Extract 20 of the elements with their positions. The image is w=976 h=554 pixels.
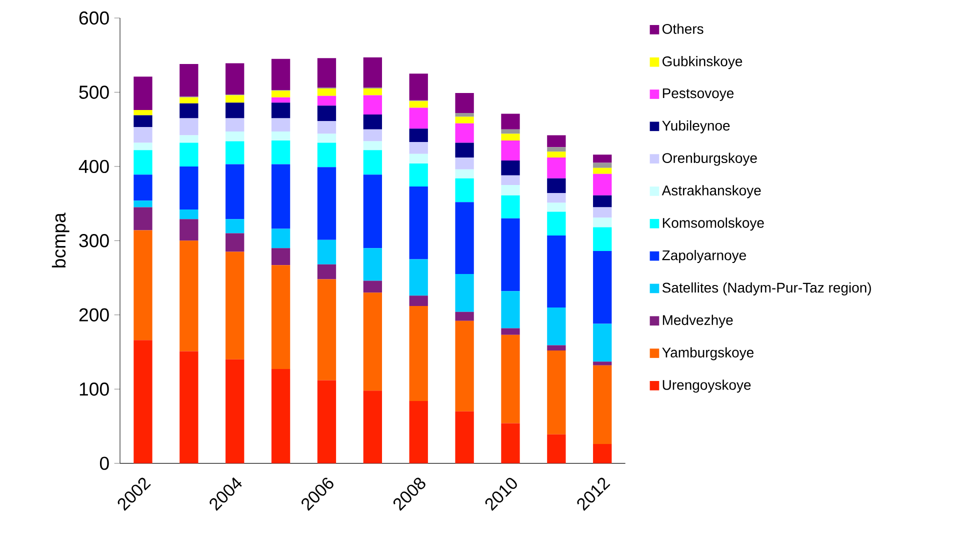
y-tick-label: 500 (79, 86, 109, 99)
legend-label: Gubkinskoye (662, 56, 742, 70)
y-tick-label: 400 (78, 160, 109, 174)
legend-label: Komsomolskoye (662, 218, 764, 231)
legend-label: Astrakhanskoye (662, 185, 761, 198)
legend-label: Satellites (Nadym-Pur-Taz region) (662, 282, 871, 296)
legend-label: Zapolyarnoye (662, 250, 746, 264)
y-tick-label: 300 (79, 234, 109, 248)
y-tick-label: 100 (80, 382, 109, 396)
legend-label: Yamburgskoye (662, 347, 754, 360)
legend-label: Others (662, 24, 704, 34)
y-axis-title: bcmpa (52, 212, 70, 268)
y-tick-label: 0 (100, 456, 109, 470)
legend-label: Medvezhye (662, 314, 733, 328)
legend-label: Pestsovoye (662, 88, 734, 101)
y-tick-label: 200 (79, 308, 109, 322)
legend-label: Orenburgskoye (662, 152, 757, 166)
legend-label: Yubileynoe (662, 120, 730, 134)
y-tick-label: 600 (79, 11, 109, 25)
legend-label: Urengoyskoye (662, 380, 751, 393)
